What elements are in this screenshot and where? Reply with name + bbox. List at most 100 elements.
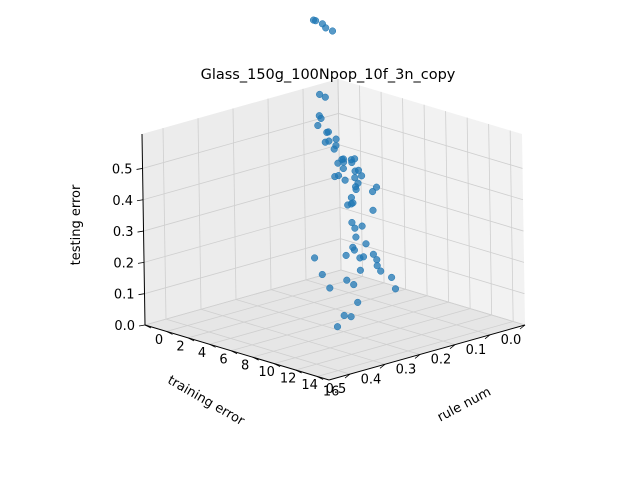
x-tick-label: 14 bbox=[301, 378, 318, 393]
data-point bbox=[325, 137, 333, 145]
data-point bbox=[356, 266, 364, 274]
data-point bbox=[326, 284, 334, 292]
grid-y-wall bbox=[232, 108, 237, 300]
chart-title: Glass_150g_100Npop_10f_3n_copy bbox=[201, 67, 456, 83]
data-point bbox=[373, 256, 381, 264]
grid-x-wall bbox=[380, 91, 385, 283]
grid-y-floor bbox=[165, 318, 351, 375]
grid-y-floor bbox=[270, 289, 456, 346]
data-point bbox=[343, 276, 351, 284]
y-tick-mark bbox=[519, 324, 526, 330]
x-tick-label: 0 bbox=[155, 333, 163, 348]
data-point bbox=[342, 251, 350, 259]
grid-z-wall-yz bbox=[143, 206, 341, 263]
grid-x-floor bbox=[252, 301, 449, 358]
axis-panes bbox=[142, 79, 525, 380]
z-tick-label: 0.1 bbox=[114, 288, 135, 303]
x-tick-label: 16 bbox=[323, 384, 340, 399]
x-tick-mark bbox=[144, 324, 152, 329]
data-point bbox=[351, 167, 359, 175]
data-point bbox=[358, 172, 366, 180]
grid-z-wall-yz bbox=[143, 175, 340, 232]
x-axis-label: rule num bbox=[435, 385, 494, 426]
grid-x-wall bbox=[509, 130, 514, 322]
grid-z-wall-xz bbox=[340, 238, 525, 295]
grid-z-wall-xz bbox=[339, 175, 524, 232]
y-tick-label: 0.0 bbox=[501, 333, 522, 348]
z-tick-label: 0.0 bbox=[114, 319, 135, 334]
y-tick-label: 0.4 bbox=[361, 372, 382, 387]
data-point bbox=[358, 222, 366, 230]
data-point bbox=[321, 93, 329, 101]
y-tick-mark bbox=[414, 354, 421, 359]
y-tick-mark bbox=[484, 334, 491, 340]
pane-yz bbox=[142, 79, 341, 325]
y-tick-label: 0.5 bbox=[326, 382, 347, 397]
y-axis-line bbox=[144, 324, 330, 381]
grid-z-wall-xz bbox=[339, 206, 525, 263]
data-point bbox=[372, 183, 381, 191]
z-tick-label: 0.3 bbox=[113, 225, 134, 240]
x-tick-mark bbox=[316, 376, 324, 380]
data-point bbox=[312, 17, 320, 25]
data-point bbox=[341, 176, 349, 184]
data-point bbox=[391, 285, 400, 293]
z-axis-label: testing error bbox=[69, 184, 84, 265]
data-point bbox=[315, 112, 323, 120]
data-point bbox=[316, 90, 324, 98]
grid-z-wall-xz bbox=[338, 144, 524, 201]
x-tick-label: 10 bbox=[258, 365, 275, 380]
data-point bbox=[314, 121, 322, 130]
grid-y-floor bbox=[200, 308, 386, 365]
x-tick-mark bbox=[230, 350, 238, 355]
data-point bbox=[369, 206, 377, 214]
x-tick-label: 8 bbox=[241, 359, 249, 374]
x-tick-mark bbox=[295, 369, 302, 374]
data-point bbox=[350, 281, 358, 289]
data-point bbox=[332, 135, 340, 143]
grid-z-wall-yz bbox=[142, 113, 339, 169]
grid-x-floor bbox=[230, 295, 428, 352]
data-point bbox=[349, 243, 357, 251]
x-tick-label: 6 bbox=[219, 352, 227, 367]
data-point bbox=[354, 298, 362, 306]
x-tick-mark bbox=[166, 331, 173, 335]
data-point bbox=[362, 240, 370, 248]
z-tick-mark bbox=[136, 199, 144, 202]
grid-y-wall bbox=[267, 98, 272, 290]
grid-z-wall-yz bbox=[142, 144, 340, 201]
z-tick-label: 0.4 bbox=[112, 194, 133, 209]
z-axis-line bbox=[141, 133, 146, 326]
data-point bbox=[388, 273, 396, 281]
z-tick-mark bbox=[138, 324, 146, 327]
data-point bbox=[333, 323, 342, 331]
grid-x-wall bbox=[402, 98, 406, 290]
axis-edges bbox=[141, 133, 526, 381]
data-point bbox=[322, 24, 330, 32]
scatter-points bbox=[309, 16, 400, 331]
grid-lines bbox=[142, 78, 526, 377]
grid-y-wall bbox=[197, 118, 202, 310]
x-tick-mark bbox=[209, 343, 216, 348]
x-tick-mark bbox=[187, 337, 195, 342]
grid-x-wall bbox=[359, 85, 363, 277]
data-point bbox=[348, 158, 356, 167]
z-tick-mark bbox=[137, 230, 144, 233]
x-tick-mark bbox=[273, 363, 281, 367]
z-tick-label: 0.2 bbox=[113, 256, 134, 271]
grid-x-wall bbox=[466, 117, 471, 309]
grid-x-floor bbox=[274, 308, 471, 364]
data-point bbox=[347, 313, 355, 321]
z-tick-mark bbox=[138, 293, 145, 296]
x-axis-line bbox=[328, 324, 526, 381]
y-tick-mark bbox=[344, 373, 351, 379]
x-tick-label: 4 bbox=[198, 346, 206, 361]
grid-x-wall bbox=[423, 104, 428, 296]
y-axis-label: training error bbox=[165, 373, 248, 429]
z-tick-mark bbox=[136, 168, 143, 170]
data-point bbox=[328, 27, 337, 35]
grid-z-wall-xz bbox=[338, 113, 523, 169]
data-point bbox=[334, 159, 342, 167]
grid-y-floor bbox=[305, 279, 491, 336]
